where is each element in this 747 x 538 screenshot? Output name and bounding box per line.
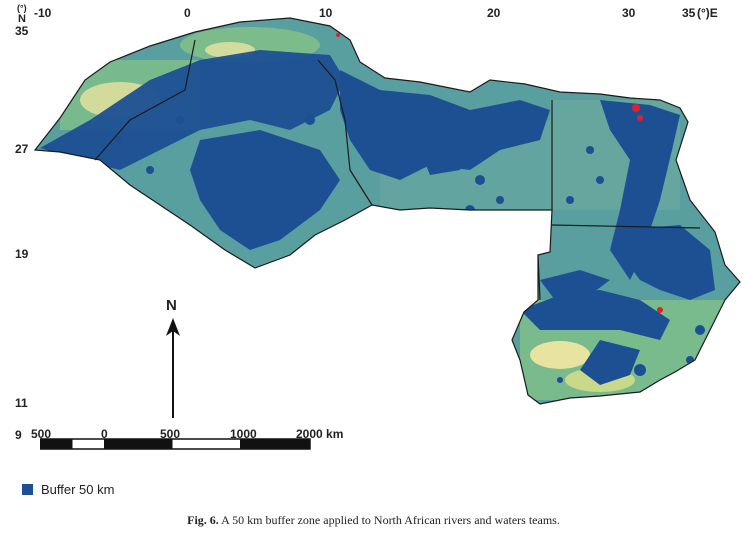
legend-label: Buffer 50 km — [41, 482, 115, 497]
map-canvas — [33, 17, 741, 405]
scale-label: 2000 km — [296, 427, 344, 441]
lon-tick-label: 30 — [622, 6, 636, 20]
lat-tick-label: 11 — [15, 396, 28, 410]
lat-unit-letter: N — [18, 13, 26, 25]
lon-tick-label: 20 — [487, 6, 501, 20]
scale-label: 500 — [31, 427, 52, 441]
lat-tick-label: 35 — [15, 24, 29, 38]
lon-tick-label: 0 — [184, 6, 191, 20]
figure-caption: Fig. 6. A 50 km buffer zone applied to N… — [0, 513, 747, 528]
hotspots — [336, 33, 663, 313]
scale-label: 1000 — [230, 427, 257, 441]
scale-bar — [40, 438, 311, 450]
figure-label: Fig. 6. — [187, 513, 219, 527]
caption-text: A 50 km buffer zone applied to North Afr… — [221, 513, 560, 527]
lon-tick-label: -10 — [34, 6, 52, 20]
lon-tick-label: 10 — [319, 6, 333, 20]
lat-unit-top: (°) — [17, 3, 27, 13]
map-figure: -10 0 10 20 30 35 (°)E (°) N 35 27 19 11… — [15, 3, 741, 450]
lat-tick-label: 9 — [15, 428, 22, 442]
lon-unit-label: (°)E — [697, 6, 718, 20]
lon-tick-label: 35 — [682, 6, 696, 20]
north-arrow-icon — [166, 318, 180, 418]
lat-tick-label: 19 — [15, 247, 29, 261]
scale-label: 0 — [101, 427, 108, 441]
lat-tick-label: 27 — [15, 142, 29, 156]
scale-label: 500 — [160, 427, 181, 441]
north-arrow-label: N — [166, 297, 177, 314]
legend-swatch — [22, 484, 33, 495]
legend: Buffer 50 km — [22, 482, 114, 497]
country-borders — [33, 17, 741, 405]
